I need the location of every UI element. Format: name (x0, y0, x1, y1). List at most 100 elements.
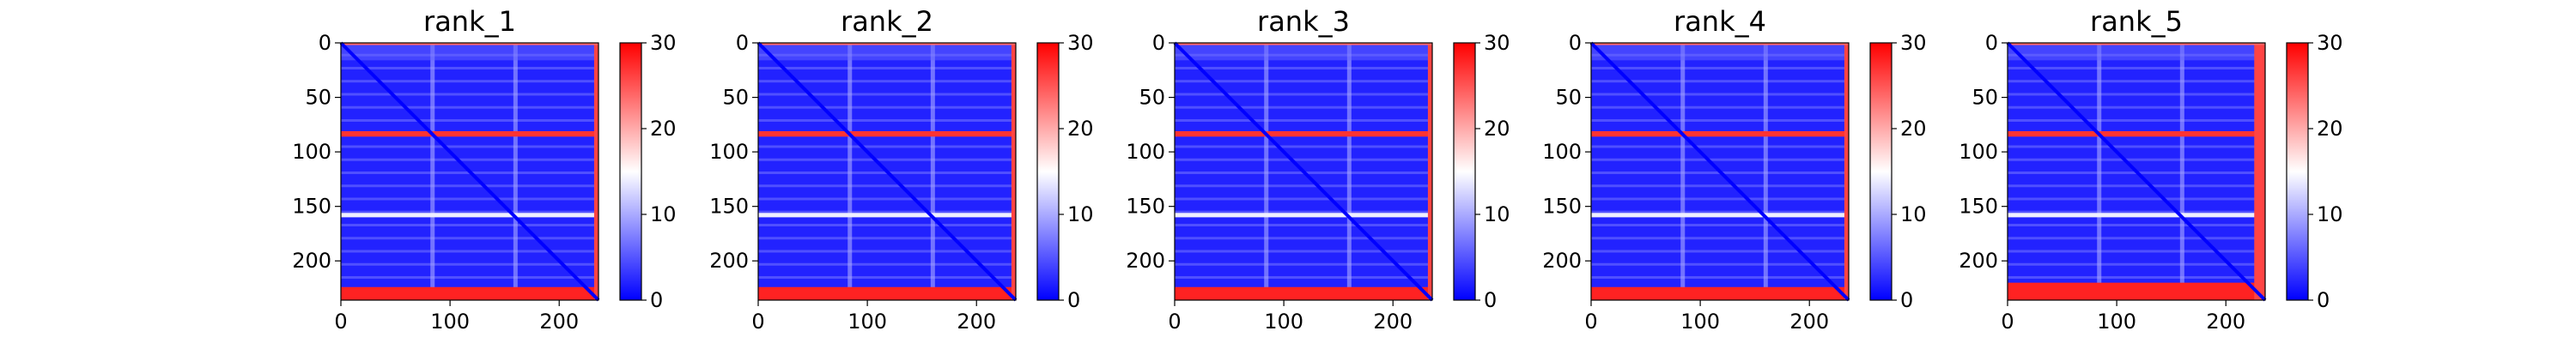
heatmap-stripe (758, 118, 1016, 122)
colorbar-tick-label: 30 (1484, 31, 1510, 55)
heatmap-high-error-row (341, 286, 598, 300)
heatmap-panel-4: rank_4 0 50 100 150 200 0 100 200 0 10 20 30 (1542, 5, 1926, 334)
x-tick-label: 0 (751, 310, 764, 334)
heatmap-stripe (341, 118, 598, 122)
y-tick-label: 0 (1985, 31, 1998, 55)
x-tick-label: 100 (848, 310, 887, 334)
heatmap-stripe (1175, 276, 1432, 280)
colorbar-tick-label: 0 (1900, 288, 1913, 312)
heatmap-stripe (341, 276, 598, 280)
heatmap-stripe (1591, 145, 1849, 148)
heatmap-high-error-row (1591, 286, 1849, 300)
heatmap-column-band (2179, 43, 2184, 300)
heatmap-column-band (2097, 43, 2102, 300)
heatmap-mid-error-row (2008, 213, 2265, 218)
heatmap-stripe (341, 197, 598, 201)
heatmap-high-error-column (2254, 43, 2265, 300)
x-tick-label: 100 (1264, 310, 1303, 334)
heatmap-stripe (758, 197, 1016, 201)
heatmap-stripe (2008, 250, 2265, 253)
heatmap-stripe (341, 66, 598, 69)
heatmap-stripe (341, 105, 598, 109)
y-tick-label: 100 (1126, 140, 1165, 164)
heatmap-panel-2: rank_2 0 50 100 150 200 0 100 200 0 10 20 30 (709, 5, 1093, 334)
y-tick-label: 100 (709, 140, 749, 164)
y-tick-label: 50 (1139, 86, 1165, 110)
heatmap-top-band (2008, 45, 2265, 61)
heatmap-high-error-column (1427, 43, 1432, 300)
colorbar-tick-label: 10 (1067, 202, 1094, 226)
colorbar-tick-label: 30 (2317, 31, 2343, 55)
heatmap-diagonal (1173, 41, 1434, 302)
heatmap-stripe (1175, 224, 1432, 227)
y-tick-label: 50 (1971, 86, 1998, 110)
heatmap-top-edge (341, 43, 598, 45)
colorbar-tick-label: 0 (650, 288, 663, 312)
y-tick-label: 150 (1126, 195, 1165, 219)
heatmap-high-error-row (2008, 282, 2265, 300)
heatmap-mid-error-row (1175, 213, 1432, 218)
heatmap-stripe (341, 93, 598, 96)
heatmap-stripe (1591, 197, 1849, 201)
plot-frame (340, 42, 599, 301)
heatmap-stripe (758, 250, 1016, 253)
heatmap-top-edge (758, 43, 1016, 45)
colorbar (1036, 42, 1060, 301)
colorbar (1869, 42, 1893, 301)
heatmap-stripe (758, 237, 1016, 240)
colorbar-tick-label: 30 (1900, 31, 1927, 55)
heatmap-stripe (341, 184, 598, 188)
heatmap-top-band (1591, 45, 1849, 61)
panel-title: rank_5 (2090, 5, 2183, 38)
heatmap-stripe (2008, 145, 2265, 148)
y-tick-label: 0 (1152, 31, 1165, 55)
heatmap-stripe (758, 80, 1016, 83)
heatmap-stripe (1175, 93, 1432, 96)
heatmap-mid-error-row (758, 213, 1016, 218)
heatmap-column-band (848, 43, 853, 300)
heatmap-stripe (1591, 80, 1849, 83)
y-tick-label: 100 (292, 140, 331, 164)
heatmap-stripe (341, 145, 598, 148)
heatmap-stripe (1591, 237, 1849, 240)
y-tick-label: 200 (1542, 249, 1582, 273)
heatmap-stripe (1175, 105, 1432, 109)
heatmap-top-edge (1591, 43, 1849, 45)
heatmap-stripe (758, 276, 1016, 280)
heatmap-mid-error-row (341, 213, 598, 218)
heatmap-diagonal (756, 41, 1018, 302)
heatmap-panel-3: rank_3 0 50 100 150 200 0 100 200 0 10 20 30 (1126, 5, 1510, 334)
heatmap-stripe (758, 66, 1016, 69)
y-tick-label: 0 (1569, 31, 1582, 55)
heatmap-stripe (1591, 184, 1849, 188)
heatmap-stripe (758, 145, 1016, 148)
plot-frame (1174, 42, 1433, 301)
colorbar-tick-label: 20 (1067, 117, 1094, 141)
heatmap-stripe (1175, 184, 1432, 188)
colorbar-tick-label: 20 (1900, 117, 1927, 141)
heatmap-stripe (2008, 224, 2265, 227)
y-tick-label: 200 (709, 249, 749, 273)
panel-title: rank_3 (1257, 5, 1350, 38)
y-tick-label: 50 (1555, 86, 1582, 110)
heatmap-stripe (758, 262, 1016, 266)
panel-title: rank_2 (841, 5, 933, 38)
panel-title: rank_1 (423, 5, 516, 38)
heatmap-stripe (2008, 184, 2265, 188)
heatmap-stripes (2008, 43, 2265, 300)
colorbar-tick-label: 10 (1900, 202, 1927, 226)
x-tick-label: 0 (1584, 310, 1597, 334)
colorbar (1453, 42, 1476, 301)
heatmap-high-error-row (341, 130, 598, 137)
heatmap-stripe (1591, 276, 1849, 280)
y-tick-label: 50 (722, 86, 749, 110)
heatmap-column-band (430, 43, 435, 300)
heatmap-stripe (2008, 66, 2265, 69)
heatmap-stripe (2008, 210, 2265, 214)
y-tick-label: 150 (292, 195, 331, 219)
heatmap-stripe (1175, 210, 1432, 214)
colorbar-tick-label: 20 (2317, 117, 2343, 141)
heatmap-stripe (341, 250, 598, 253)
heatmap-top-band (341, 45, 598, 61)
